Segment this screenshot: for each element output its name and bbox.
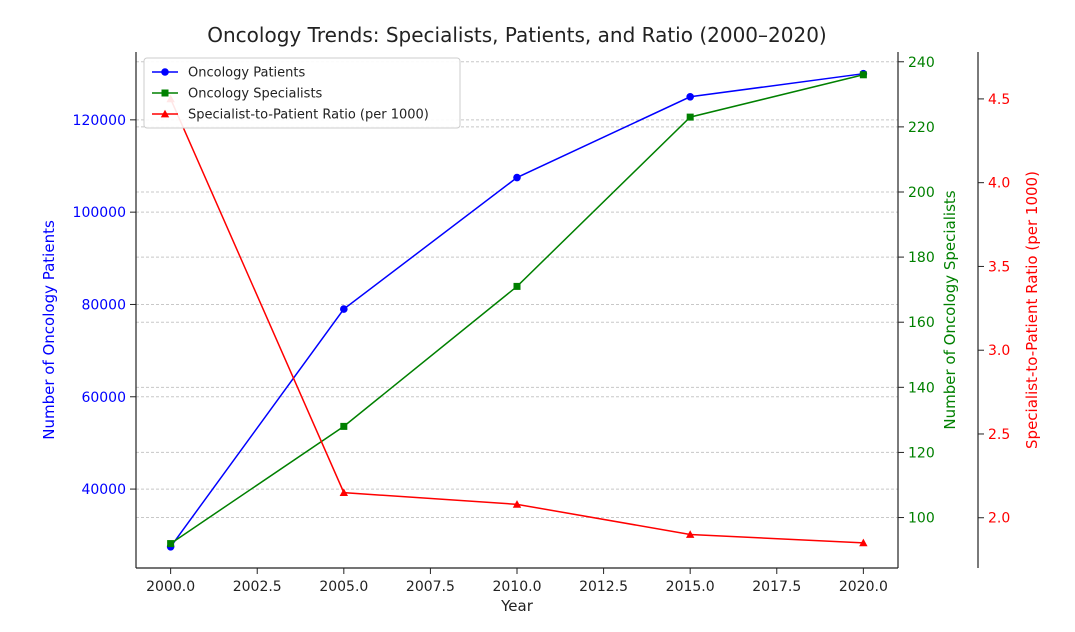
legend-label: Oncology Specialists xyxy=(188,87,323,102)
right-y-axis-label: Number of Oncology Specialists xyxy=(941,190,959,429)
left-y-axis-label: Number of Oncology Patients xyxy=(40,220,58,440)
chart-legend: Oncology Patients Oncology Specialists Spe… xyxy=(143,57,461,129)
x-tick-label: 2007.5 xyxy=(406,579,455,595)
right-y-tick-label: 220 xyxy=(908,120,935,136)
left-y-tick-label: 40000 xyxy=(81,482,126,498)
x-tick-label: 2017.5 xyxy=(752,579,801,595)
data-point xyxy=(859,538,868,547)
legend-label: Oncology Patients xyxy=(188,66,305,81)
data-point xyxy=(512,500,522,508)
data-point xyxy=(685,530,695,538)
far-right-y-tick-label: 3.5 xyxy=(988,259,1010,275)
series-line-1 xyxy=(170,72,864,548)
data-point xyxy=(340,305,348,313)
axes-layer: 2000.0 2002.5 2005.0 2007.5 2010.0 2012.5 2015… xyxy=(40,52,1041,615)
data-point xyxy=(859,71,867,79)
data-point xyxy=(339,488,349,496)
data-point xyxy=(686,113,694,121)
right-y-tick-label: 160 xyxy=(908,315,935,331)
x-tick-label: 2012.5 xyxy=(579,579,628,595)
far-right-y-tick-label: 2.0 xyxy=(988,511,1010,527)
data-point xyxy=(167,540,175,548)
right-y-tick-label: 100 xyxy=(908,511,935,527)
data-point xyxy=(686,92,694,101)
right-y-tick-label: 180 xyxy=(908,250,935,266)
series-layer xyxy=(166,69,868,551)
left-y-tick-label: 100000 xyxy=(73,205,126,221)
data-point xyxy=(340,422,348,430)
far-right-y-axis-label: Specialist-to-Patient Ratio (per 1000) xyxy=(1023,171,1041,449)
x-tick-label: 2015.0 xyxy=(666,579,715,595)
far-right-y-tick-label: 3.0 xyxy=(988,343,1010,359)
x-tick-label: 2000.0 xyxy=(146,579,195,595)
right-y-tick-label: 200 xyxy=(908,185,935,201)
data-point xyxy=(513,173,521,182)
series-line-2 xyxy=(170,74,864,545)
legend-label: Specialist-to-Patient Ratio (per 1000) xyxy=(188,108,429,123)
far-right-y-tick-label: 4.5 xyxy=(988,92,1010,108)
x-tick-label: 2020.0 xyxy=(839,579,888,595)
legend-box xyxy=(143,57,461,129)
x-axis-label: Year xyxy=(500,597,534,615)
chart-title: Oncology Trends: Specialists, Patients, … xyxy=(207,23,826,47)
x-tick-label: 2005.0 xyxy=(319,579,368,595)
legend-marker xyxy=(161,89,169,97)
legend-marker xyxy=(161,68,169,76)
far-right-y-tick-label: 4.0 xyxy=(988,176,1010,192)
right-y-tick-label: 140 xyxy=(908,380,935,396)
series-line-3 xyxy=(169,98,864,544)
left-y-tick-label: 80000 xyxy=(81,297,126,313)
legend-marker xyxy=(160,109,170,118)
data-point xyxy=(513,282,521,290)
x-tick-label: 2002.5 xyxy=(233,579,282,595)
x-tick-label: 2010.0 xyxy=(493,579,542,595)
left-y-tick-label: 120000 xyxy=(73,113,126,129)
far-right-y-tick-label: 2.5 xyxy=(988,427,1010,443)
right-y-tick-label: 240 xyxy=(908,55,935,71)
left-y-tick-label: 60000 xyxy=(81,390,126,406)
right-y-tick-label: 120 xyxy=(908,445,935,461)
